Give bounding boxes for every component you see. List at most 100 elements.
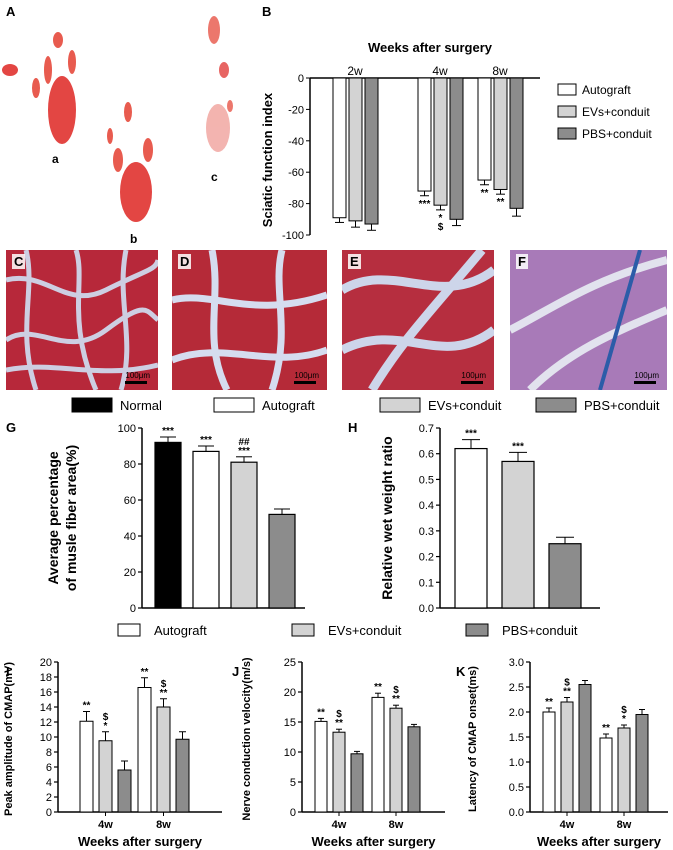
- chart-j-annotation: **: [374, 682, 382, 693]
- footprint-label-b: b: [130, 232, 138, 246]
- chart-k-bar: [599, 737, 613, 813]
- legend-top-swatch: [71, 397, 113, 413]
- chart-k-y-tick-label: 2.0: [509, 707, 524, 719]
- chart-i-ylabel: Peak amplitude of CMAP(mV): [3, 662, 15, 816]
- chart-b-category-label: 4w: [432, 64, 448, 78]
- legend-top-swatch: [535, 397, 577, 413]
- chart-k-annotation: **: [563, 687, 571, 698]
- chart-k-y-tick-label: 1.5: [509, 732, 524, 744]
- chart-g-annotation: ***: [200, 435, 212, 446]
- chart-i-category-label: 8w: [156, 819, 171, 831]
- chart-b-bar: [493, 77, 508, 190]
- legend-top-label: EVs+conduit: [428, 398, 502, 413]
- histology-image-e: E 100μm: [342, 250, 494, 390]
- chart-j-ylabel: Nerve conduction velocity(m/s): [241, 657, 253, 821]
- chart-i-bar: [156, 706, 171, 813]
- histology-letter-c: C: [12, 254, 26, 269]
- chart-g-y-tick-label: 100: [118, 423, 136, 435]
- scale-bar-label-d: 100μm: [294, 371, 319, 380]
- chart-g-y-tick-label: 80: [124, 459, 136, 471]
- chart-h-y-tick-label: 0.3: [419, 526, 434, 538]
- chart-j-category-label: 4w: [332, 819, 347, 831]
- chart-j-y-tick-label: 10: [284, 747, 296, 759]
- chart-g-y-tick-label: 40: [124, 531, 136, 543]
- legend-top-swatch: [213, 397, 255, 413]
- scale-bar-e: 100μm: [461, 371, 486, 384]
- chart-j: Nerve conduction velocity(m/s) 0 5 10 15 20 25…: [241, 657, 445, 849]
- chart-b-bar: [509, 77, 524, 209]
- chart-k-xlabel: Weeks after surgery: [537, 834, 662, 849]
- chart-b-annotation: **: [497, 197, 505, 208]
- chart-b-y-tick-label: -40: [288, 136, 304, 148]
- chart-b-y-tick-label: -80: [288, 199, 304, 211]
- chart-h-annotation: ***: [512, 441, 524, 452]
- chart-b-title: Weeks after surgery: [368, 40, 493, 55]
- histology-letter-d: D: [178, 254, 192, 269]
- scale-bar-label-f: 100μm: [634, 371, 659, 380]
- legend-top-label: Autograft: [262, 398, 315, 413]
- legend-b-swatch: [557, 105, 577, 118]
- chart-j-bar: [332, 731, 346, 813]
- panel-letter-k: K: [456, 664, 466, 679]
- chart-b-bar: [417, 77, 432, 192]
- chart-j-annotation: $: [336, 709, 342, 720]
- legend-b-label: PBS+conduit: [582, 127, 652, 141]
- chart-i-xlabel: Weeks after surgery: [78, 834, 203, 849]
- chart-g-bar: [268, 513, 296, 609]
- legend-mid-label: EVs+conduit: [328, 623, 402, 638]
- chart-b-bar: [364, 77, 379, 225]
- legend-top-swatch: [379, 397, 421, 413]
- histology-image-c: C 100μm: [6, 250, 158, 390]
- chart-h-y-tick-label: 0.1: [419, 577, 434, 589]
- chart-h-ylabel: Relative wet weight ratio: [379, 436, 395, 599]
- chart-b-annotation: $: [438, 222, 444, 233]
- chart-b: Weeks after surgery Sciatic function inde…: [260, 40, 540, 242]
- chart-i-category-label: 4w: [98, 819, 113, 831]
- chart-k-ylabel: Latency of CMAP onset(ms): [467, 666, 479, 812]
- chart-h-y-tick-label: 0.5: [419, 474, 434, 486]
- chart-g-bar: [154, 441, 182, 609]
- chart-h-bar: [501, 460, 535, 609]
- chart-i-y-tick-label: 10: [40, 732, 52, 744]
- panel-letter-a: A: [6, 4, 16, 19]
- chart-i-bar: [137, 687, 152, 813]
- legend-top: Normal Autograft EVs+conduit PBS+conduit: [71, 397, 660, 413]
- chart-k-y-tick-label: 0.0: [509, 807, 524, 819]
- chart-k-annotation: $: [621, 705, 627, 716]
- chart-i-y-tick-label: 6: [46, 762, 52, 774]
- chart-h: Relative wet weight ratio 0.0 0.1 0.2 0.3 0.4…: [379, 423, 600, 615]
- chart-j-annotation: **: [317, 707, 325, 718]
- chart-i-annotation: **: [141, 667, 149, 678]
- scale-bar-f: 100μm: [634, 371, 659, 384]
- chart-g-y-tick-label: 0: [130, 603, 136, 615]
- panel-letter-g: G: [6, 420, 17, 435]
- chart-j-bar: [350, 753, 364, 813]
- chart-j-y-tick-label: 15: [284, 717, 296, 729]
- legend-mid-swatch: [291, 623, 315, 637]
- chart-j-y-tick-label: 25: [284, 657, 296, 669]
- legend-b-label: Autograft: [582, 83, 631, 97]
- histology-image-f: F 100μm: [510, 250, 667, 390]
- chart-i-annotation: **: [160, 688, 168, 699]
- chart-b-ylabel: Sciatic function index: [260, 92, 275, 227]
- chart-h-y-tick-label: 0.4: [419, 500, 434, 512]
- footprint-label-a: a: [52, 152, 59, 166]
- chart-j-y-tick-label: 20: [284, 687, 296, 699]
- chart-i-y-tick-label: 8: [46, 747, 52, 759]
- chart-b-bar: [433, 77, 448, 206]
- chart-j-annotation: **: [392, 694, 400, 705]
- chart-k-bar: [578, 684, 592, 813]
- legend-top-label: PBS+conduit: [584, 398, 660, 413]
- chart-g-ylabel: of musle fiber area(%): [63, 445, 79, 591]
- chart-b-bar: [348, 77, 363, 222]
- chart-j-bar: [407, 726, 421, 813]
- chart-b-bar: [477, 77, 492, 181]
- legend-panel-b: Autograft EVs+conduit PBS+conduit: [557, 83, 652, 141]
- chart-i-bar: [98, 740, 113, 813]
- histology-letter-f: F: [516, 254, 528, 269]
- chart-b-y-tick-label: -60: [288, 167, 304, 179]
- chart-k-annotation: **: [545, 697, 553, 708]
- chart-g-annotation: ***: [162, 426, 174, 437]
- chart-h-y-tick-label: 0.0: [419, 603, 434, 615]
- scale-bar-d: 100μm: [294, 371, 319, 384]
